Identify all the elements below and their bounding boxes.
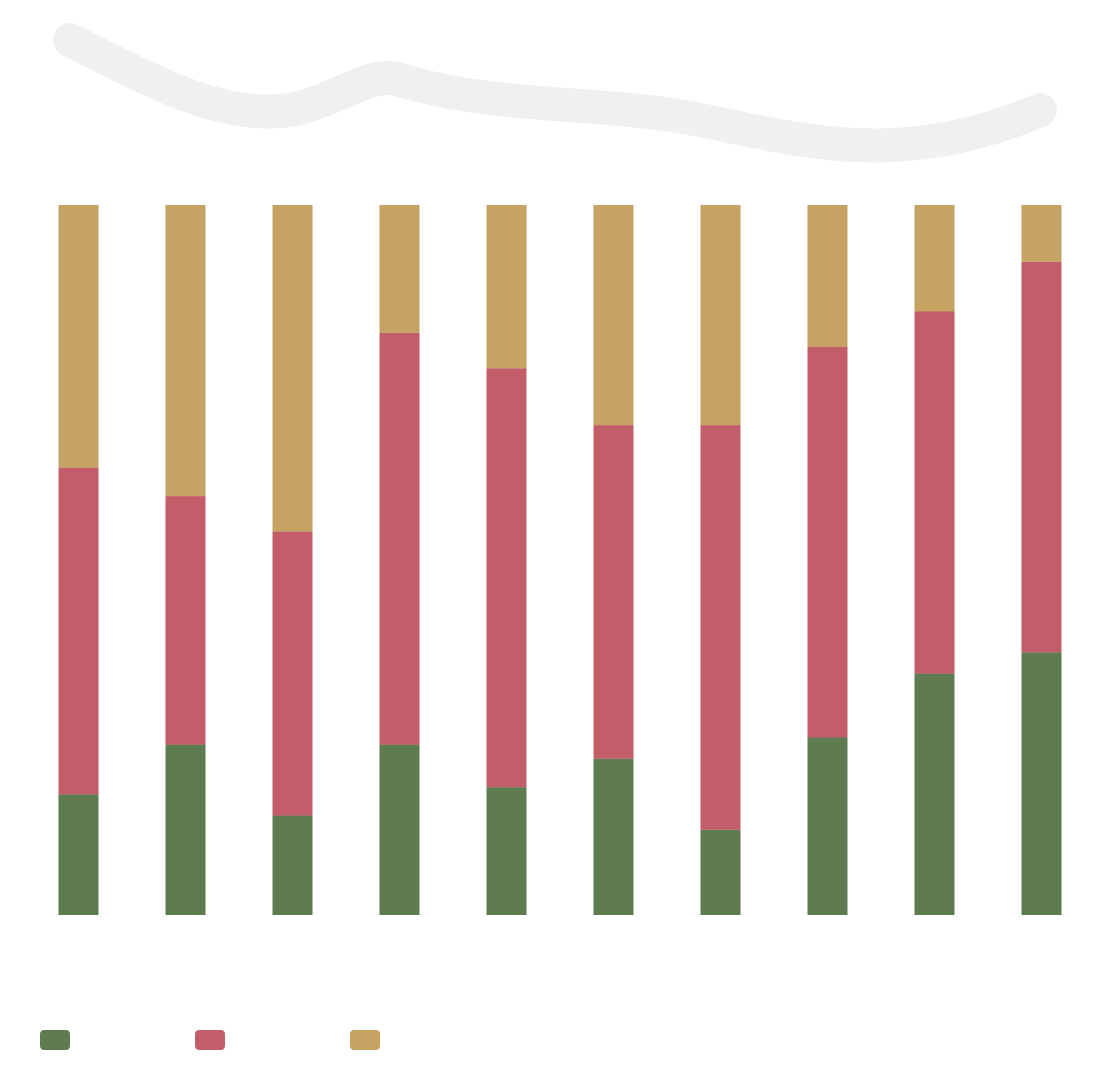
bar-segment	[700, 205, 741, 426]
bar-segment	[914, 205, 955, 312]
bar-segment	[593, 425, 634, 759]
bar-segment	[807, 205, 848, 347]
bar-segment	[593, 758, 634, 915]
legend-swatch	[40, 1030, 70, 1050]
bar-segment	[58, 205, 99, 468]
bar-segment	[700, 829, 741, 915]
bar-segment	[379, 332, 420, 745]
bar-segment	[272, 815, 313, 915]
bar-segment	[58, 794, 99, 915]
bar-segment	[486, 205, 527, 369]
bar-segment	[593, 205, 634, 426]
decorative-band	[53, 23, 1057, 163]
bar-segment	[1021, 205, 1062, 262]
bar-segment	[914, 673, 955, 915]
bar-segment	[272, 205, 313, 532]
bar-segment	[486, 368, 527, 788]
bar-segment	[807, 737, 848, 915]
bar-segment	[914, 311, 955, 674]
bar-segment	[58, 467, 99, 795]
bar-segment	[700, 425, 741, 830]
bar-segment	[1021, 261, 1062, 653]
bar-segment	[165, 744, 206, 915]
bar-segment	[807, 347, 848, 738]
bar-segment	[379, 205, 420, 333]
bar-segment	[486, 787, 527, 915]
legend-swatch	[195, 1030, 225, 1050]
bar-segment	[165, 205, 206, 497]
legend-swatch	[350, 1030, 380, 1050]
bar-segment	[272, 531, 313, 816]
bar-segment	[1021, 652, 1062, 915]
bar-segment	[379, 744, 420, 915]
bar-segment	[165, 496, 206, 745]
